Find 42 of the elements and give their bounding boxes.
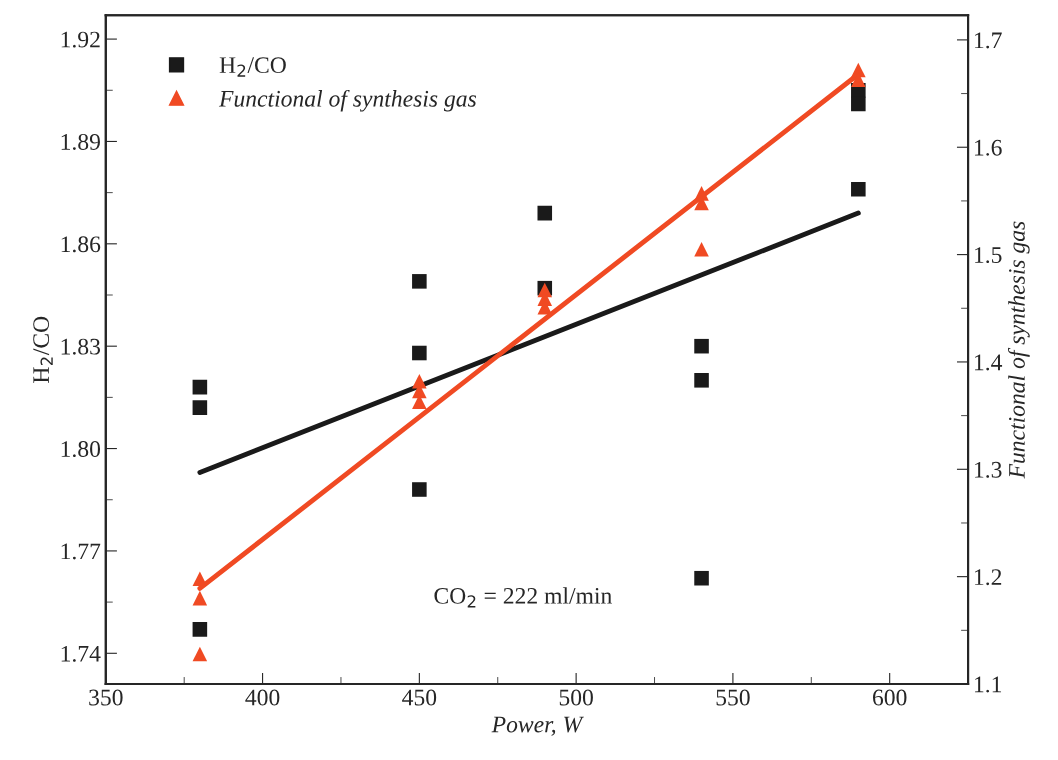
point	[851, 62, 866, 78]
y2-tick-label: 1.7	[975, 32, 1002, 49]
y-tick-label: 1.92	[61, 31, 100, 48]
x-tick-label: 550	[716, 689, 750, 706]
point	[192, 400, 208, 415]
y2-tick-label: 1.3	[975, 461, 1002, 478]
point	[694, 241, 709, 257]
point	[537, 205, 553, 221]
y-tick-label: 1.86	[61, 236, 101, 253]
y-tick-label: 1.89	[61, 133, 100, 150]
point	[192, 379, 208, 395]
point	[851, 96, 866, 112]
point	[412, 482, 427, 497]
point	[412, 345, 427, 361]
annotation: CO$_{2}$ = 222 ml/min	[434, 587, 612, 608]
point	[851, 181, 866, 197]
point	[192, 622, 208, 637]
y2-axis-title: Functional of synthesis gas	[1008, 221, 1030, 479]
legend-label: H$_{2}$/CO	[219, 57, 286, 77]
y2-tick-label: 1.1	[975, 676, 1002, 693]
y-tick-label: 1.74	[61, 645, 101, 662]
x-tick-label: 500	[559, 689, 593, 706]
point	[412, 274, 427, 289]
y-tick-label: 1.77	[61, 543, 101, 560]
y2-tick-label: 1.4	[975, 354, 1003, 371]
y2-tick-label: 1.2	[975, 569, 1002, 586]
legend-label: Functional of synthesis gas	[218, 89, 477, 112]
x-tick-label: 450	[402, 689, 437, 706]
y-tick-label: 1.80	[61, 441, 101, 458]
y2-tick-label: 1.5	[975, 247, 1002, 264]
point	[192, 590, 208, 606]
y-axis-title: H$_{2}$/CO	[33, 316, 53, 383]
point	[192, 646, 208, 662]
point	[694, 338, 709, 354]
x-tick-label: 400	[245, 689, 280, 706]
x-tick-label: 600	[872, 689, 907, 706]
point	[694, 570, 709, 586]
point	[694, 373, 709, 388]
x-axis-title: Power, W	[491, 716, 584, 736]
y2-tick-label: 1.6	[975, 139, 1002, 156]
x-tick-label: 350	[89, 689, 123, 706]
y-tick-label: 1.83	[61, 338, 101, 355]
